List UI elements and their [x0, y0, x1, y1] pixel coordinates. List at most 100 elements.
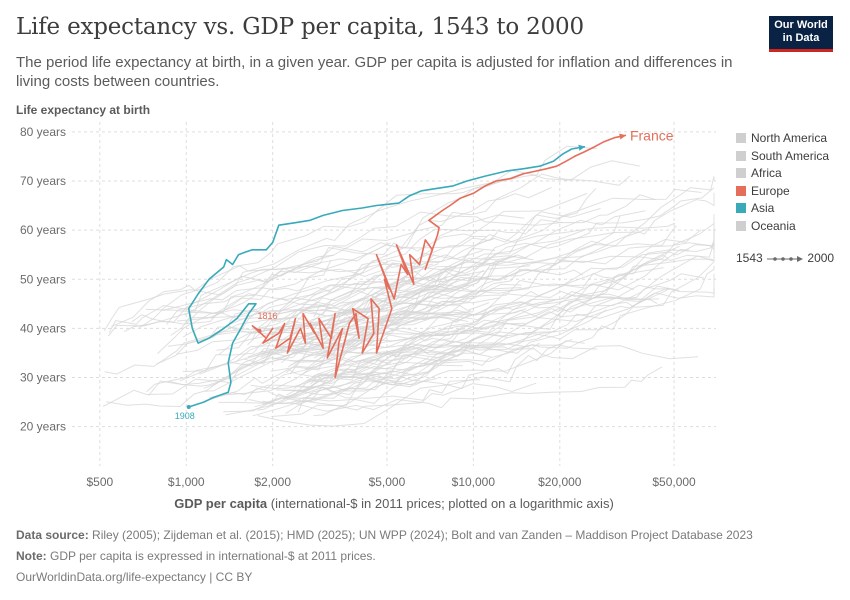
data-source-text: Riley (2005); Zijdeman et al. (2015); HM… — [92, 528, 753, 542]
x-tick-label: $10,000 — [452, 475, 496, 489]
time-legend-end: 2000 — [807, 251, 835, 265]
series-line-1 — [251, 134, 627, 379]
background-country-line — [244, 293, 660, 402]
background-country-line — [297, 364, 463, 413]
background-country-line — [285, 353, 456, 415]
series-start-point-2 — [186, 405, 191, 410]
background-country-line — [107, 270, 485, 337]
background-country-line — [102, 316, 469, 407]
background-country-line — [166, 192, 588, 325]
background-country-line — [313, 233, 715, 377]
background-country-line — [103, 214, 525, 332]
note-label: Note: — [16, 549, 47, 563]
background-country-line — [257, 342, 540, 411]
x-tick-label: $1,000 — [168, 475, 205, 489]
series-start-label-2: 1908 — [175, 411, 195, 421]
background-country-line — [302, 285, 680, 375]
legend-label: Asia — [751, 201, 775, 215]
background-country-line — [138, 145, 597, 329]
background-country-line — [251, 188, 702, 340]
logo-line-2: in Data — [782, 32, 820, 44]
source-url[interactable]: OurWorldinData.org/life-expectancy | CC … — [16, 570, 253, 584]
background-country-line — [104, 263, 434, 375]
legend-item[interactable]: North America — [736, 131, 827, 145]
background-country-line — [257, 338, 573, 427]
y-tick-label: 70 years — [20, 174, 66, 188]
background-country-line — [260, 267, 664, 358]
y-tick-labels: 20 years 30 years 40 years 50 years 60 years… — [20, 125, 66, 434]
background-country-line — [106, 255, 534, 408]
x-axis-label: GDP per capita (international-$ in 2011 … — [174, 496, 614, 511]
time-legend-start: 1543 — [736, 251, 763, 265]
background-country-line — [162, 254, 334, 311]
chart-title: Life expectancy vs. GDP per capita, 1543… — [16, 14, 584, 40]
background-country-line — [306, 336, 699, 382]
data-source: Data source: Riley (2005); Zijdeman et a… — [16, 528, 753, 542]
legend-swatch — [736, 185, 746, 196]
background-country-line — [290, 297, 501, 366]
chart-note: Note: GDP per capita is expressed in int… — [16, 549, 376, 563]
background-country-line — [266, 187, 597, 344]
legend-swatch — [736, 133, 746, 143]
y-tick-label: 60 years — [20, 223, 66, 237]
legend-label: South America — [751, 148, 830, 163]
background-country-line — [214, 250, 484, 336]
x-tick-label: $500 — [86, 475, 113, 489]
background-country-line — [266, 223, 715, 341]
background-country-line — [271, 333, 508, 417]
y-tick-label: 80 years — [20, 125, 66, 139]
background-country-line — [305, 331, 556, 371]
legend-swatch — [736, 150, 746, 161]
background-country-lines — [102, 145, 715, 427]
background-country-line — [131, 187, 552, 324]
legend-swatch — [736, 220, 746, 231]
y-tick-label: 40 years — [20, 321, 66, 335]
owid-logo[interactable]: Our World in Data — [769, 16, 833, 52]
x-tick-labels: $500 $1,000 $2,000 $5,000 $10,000 $20,000 $50,… — [86, 475, 696, 489]
background-country-line — [108, 231, 498, 333]
x-tick-label: $5,000 — [369, 475, 406, 489]
legend-item[interactable]: Asia — [736, 201, 774, 215]
background-country-line — [290, 228, 715, 362]
legend-item[interactable]: South America — [736, 149, 829, 163]
x-tick-label: $50,000 — [652, 475, 696, 489]
legend-label: Oceania — [751, 218, 796, 233]
background-country-line — [208, 357, 430, 399]
legend-item[interactable]: Oceania — [736, 219, 796, 233]
background-country-line — [291, 366, 663, 412]
background-country-line — [148, 268, 584, 396]
background-country-line — [170, 260, 332, 336]
series-start-label-1: 1816 — [258, 311, 278, 321]
legend-item[interactable]: Europe — [736, 184, 790, 198]
background-country-line — [294, 248, 690, 395]
background-country-line — [111, 235, 488, 328]
legend-label: Europe — [751, 183, 790, 198]
series-arrowhead-2 — [578, 144, 586, 151]
background-country-line — [309, 322, 525, 388]
legend-label: North America — [751, 131, 828, 145]
y-tick-label: 20 years — [20, 420, 66, 434]
legend-label: Africa — [751, 166, 782, 180]
background-country-line — [184, 194, 656, 316]
background-country-line — [310, 207, 601, 340]
background-country-line — [203, 255, 517, 389]
logo-line-1: Our World — [774, 19, 828, 31]
background-country-line — [157, 215, 621, 355]
series-line-2 — [187, 145, 586, 408]
series-end-label-1: France — [630, 127, 674, 143]
background-country-line — [146, 330, 345, 393]
background-country-line — [210, 219, 563, 319]
highlighted-series: 1816 France 1908 — [175, 127, 674, 421]
legend-item[interactable]: Africa — [736, 166, 782, 180]
y-tick-label: 30 years — [20, 371, 66, 385]
data-source-label: Data source: — [16, 528, 89, 542]
background-country-line — [185, 160, 640, 325]
time-legend-arrow-icon — [767, 255, 804, 262]
chart-subtitle: The period life expectancy at birth, in … — [16, 54, 733, 90]
background-country-line — [294, 261, 715, 370]
background-country-line — [288, 288, 670, 368]
series-arrowhead-1 — [619, 133, 626, 140]
background-country-line — [218, 382, 537, 411]
x-tick-label: $20,000 — [538, 475, 582, 489]
y-axis-label: Life expectancy at birth — [16, 103, 151, 117]
